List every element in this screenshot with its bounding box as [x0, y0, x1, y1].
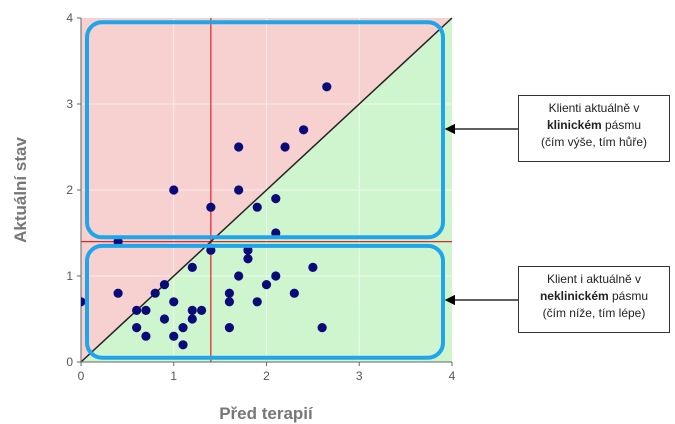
data-point [252, 297, 262, 307]
data-point [271, 271, 281, 281]
y-tick-label: 3 [66, 97, 73, 111]
x-tick-label: 0 [78, 369, 85, 383]
x-tick-label: 2 [263, 369, 270, 383]
annotation-line3: (čím výše, tím hůře) [540, 135, 647, 149]
data-point [132, 323, 142, 333]
data-point [224, 323, 234, 333]
data-point [113, 288, 123, 298]
data-point [271, 228, 281, 238]
x-axis-title: Před terapií [219, 404, 314, 423]
data-point [206, 202, 216, 212]
tick-labels: 0 1 2 3 4 0 1 2 3 4 [66, 11, 455, 383]
y-tick-label: 1 [66, 269, 73, 283]
data-point [224, 297, 234, 307]
data-point [81, 297, 86, 307]
data-point [169, 185, 179, 195]
x-tick-label: 3 [356, 369, 363, 383]
annotation-bold-word: klinickém [546, 118, 602, 132]
data-point [271, 194, 281, 204]
x-tick-label: 4 [449, 369, 456, 383]
annotation-clinical-band: Klienti aktuálně v klinickém pásmu (čím … [518, 95, 670, 162]
y-tick-label: 2 [66, 183, 73, 197]
data-point [289, 288, 299, 298]
reference-lines [81, 18, 452, 362]
data-point [252, 202, 262, 212]
annotation-line1: Klient i aktuálně v [546, 272, 642, 286]
data-point [187, 314, 197, 324]
clinical-band-box [85, 20, 445, 240]
data-point [317, 323, 327, 333]
highlight-boxes [85, 20, 445, 360]
data-point [243, 254, 253, 264]
data-point [196, 305, 207, 315]
data-point [299, 125, 309, 135]
data-points [81, 82, 332, 350]
data-point [234, 271, 244, 281]
annotation-bold-word: neklinickém [539, 289, 609, 303]
data-point [234, 142, 244, 152]
data-point [150, 288, 160, 298]
annotation-suffix: pásmu [601, 118, 642, 132]
x-tick-label: 1 [170, 369, 177, 383]
data-point [187, 305, 197, 315]
data-point [178, 323, 188, 333]
data-point [141, 331, 151, 341]
diagonal-line [80, 17, 453, 363]
data-point [132, 305, 142, 315]
data-point [280, 142, 290, 152]
data-point [159, 314, 170, 324]
y-tick-label: 4 [66, 11, 73, 25]
data-point [187, 262, 197, 272]
data-point [141, 305, 151, 315]
diagonal-line [80, 17, 453, 363]
annotation-line3: (čím níže, tím lépe) [542, 306, 646, 320]
y-axis-title: Aktuální stav [11, 137, 30, 243]
data-point [169, 331, 179, 341]
data-point [322, 82, 332, 92]
data-point [308, 262, 318, 272]
data-point [178, 340, 188, 350]
y-tick-label: 0 [66, 355, 73, 369]
data-point [224, 288, 234, 298]
data-point [169, 297, 179, 307]
data-point [234, 185, 244, 195]
data-point [261, 280, 272, 290]
data-point [159, 280, 170, 290]
annotation-line1: Klienti aktuálně v [548, 101, 640, 115]
nonclinical-band-box [85, 243, 445, 360]
annotation-suffix: pásmu [608, 289, 649, 303]
annotation-nonclinical-band: Klient i aktuálně v neklinickém pásmu (č… [518, 266, 670, 333]
